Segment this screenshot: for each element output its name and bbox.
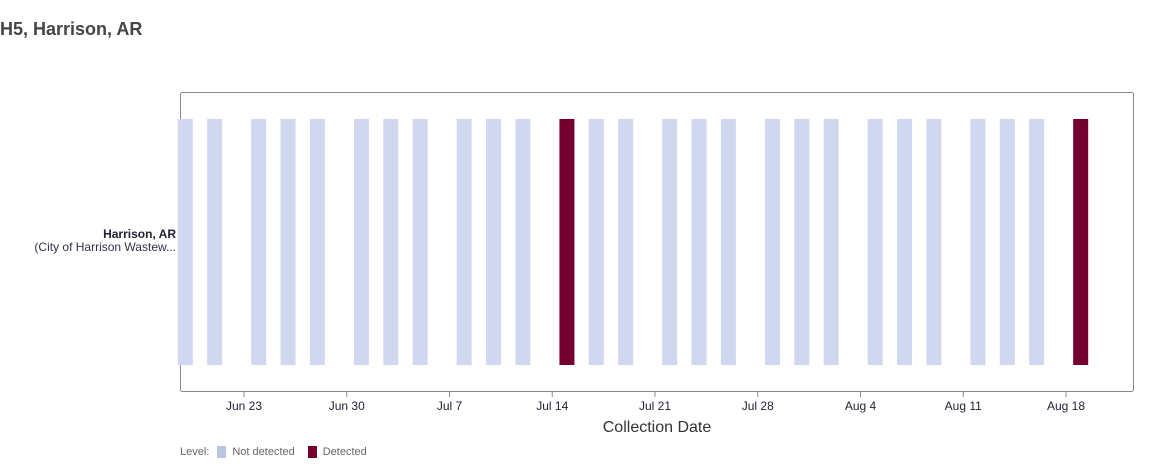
legend-label-detected: Detected <box>322 446 367 458</box>
bar-2024-08-12-not-detected[interactable] <box>970 119 986 365</box>
legend-item-not-detected[interactable]: Not detected <box>217 446 295 458</box>
x-axis: Jun 23 Jun 30 Jul 7 Jul 14 Jul 21 Jul 28 Aug 4… <box>226 392 1085 413</box>
bar-2024-07-22-not-detected[interactable] <box>662 119 678 365</box>
legend-label-not-detected: Not detected <box>232 446 295 458</box>
x-tick-label: Jun 23 <box>226 399 262 413</box>
bar-2024-07-03-not-detected[interactable] <box>383 119 399 365</box>
x-tick-label: Aug 18 <box>1047 399 1085 413</box>
x-tick-label: Jul 7 <box>437 399 463 413</box>
bar-2024-06-24-not-detected[interactable] <box>251 119 267 365</box>
bar-2024-06-19-not-detected[interactable] <box>177 119 193 365</box>
legend-item-detected[interactable]: Detected <box>307 446 367 458</box>
bar-2024-08-14-not-detected[interactable] <box>999 119 1015 365</box>
bar-2024-07-29-not-detected[interactable] <box>764 119 780 365</box>
bar-2024-07-19-not-detected[interactable] <box>618 119 634 365</box>
row-label: Harrison, AR (City of Harrison Wastew... <box>34 228 176 254</box>
bar-group <box>177 119 1089 365</box>
x-tick-label: Jul 14 <box>536 399 568 413</box>
bar-2024-08-09-not-detected[interactable] <box>926 119 942 365</box>
bar-2024-07-08-not-detected[interactable] <box>456 119 472 365</box>
bar-2024-07-05-not-detected[interactable] <box>412 119 428 365</box>
legend-swatch-detected <box>307 446 317 458</box>
bar-2024-08-16-not-detected[interactable] <box>1029 119 1045 365</box>
bar-2024-08-05-not-detected[interactable] <box>867 119 883 365</box>
legend: Level: Not detected Detected <box>180 446 380 458</box>
bar-2024-07-24-not-detected[interactable] <box>691 119 707 365</box>
x-tick-label: Jul 28 <box>742 399 774 413</box>
bar-2024-07-26-not-detected[interactable] <box>720 119 736 365</box>
bar-2024-07-12-not-detected[interactable] <box>515 119 531 365</box>
row-label-name: Harrison, AR <box>103 227 176 241</box>
x-tick-label: Aug 4 <box>845 399 877 413</box>
bar-2024-08-19-detected[interactable] <box>1073 119 1089 365</box>
x-tick-label: Jul 21 <box>639 399 671 413</box>
bar-2024-08-02-not-detected[interactable] <box>823 119 839 365</box>
legend-swatch-not-detected <box>217 446 227 458</box>
bar-2024-06-21-not-detected[interactable] <box>207 119 223 365</box>
bar-2024-07-10-not-detected[interactable] <box>486 119 502 365</box>
bar-2024-06-26-not-detected[interactable] <box>280 119 296 365</box>
bar-2024-07-15-detected[interactable] <box>559 119 575 365</box>
legend-title: Level: <box>180 446 210 458</box>
bar-2024-07-17-not-detected[interactable] <box>588 119 604 365</box>
bar-2024-08-07-not-detected[interactable] <box>897 119 913 365</box>
bar-2024-07-01-not-detected[interactable] <box>353 119 369 365</box>
chart: Jun 23 Jun 30 Jul 7 Jul 14 Jul 21 Jul 28 Aug 4… <box>177 92 1134 436</box>
x-axis-label: Collection Date <box>603 419 712 436</box>
page-title: H5, Harrison, AR <box>0 19 143 39</box>
bar-2024-06-28-not-detected[interactable] <box>309 119 325 365</box>
bar-2024-07-31-not-detected[interactable] <box>794 119 810 365</box>
row-label-subtitle: (City of Harrison Wastew... <box>34 240 176 254</box>
x-tick-label: Jun 30 <box>329 399 365 413</box>
x-tick-label: Aug 11 <box>945 399 982 413</box>
